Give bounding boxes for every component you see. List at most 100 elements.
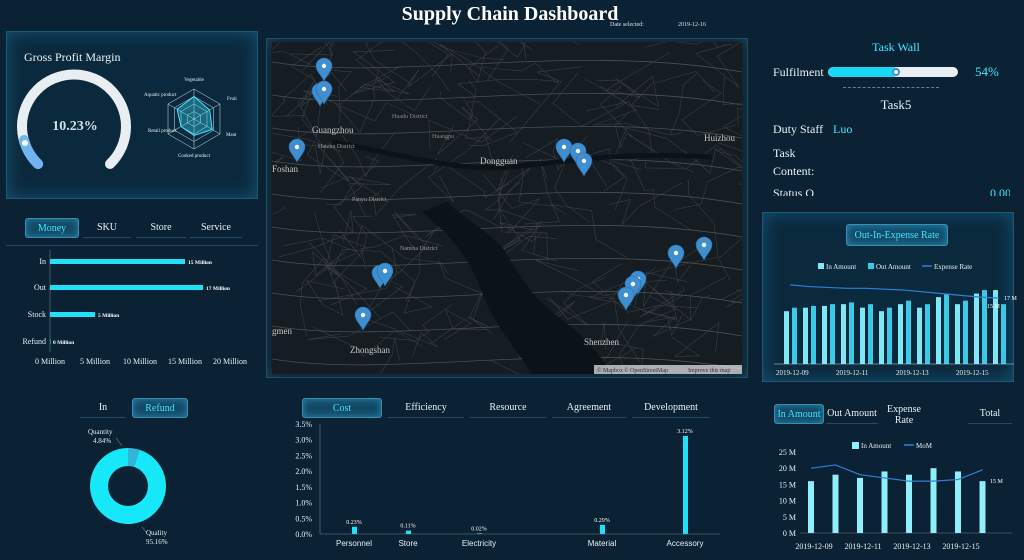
tab-cost[interactable]: Cost: [302, 398, 382, 418]
legend-out-swatch: [868, 263, 874, 269]
gauge-track: [17, 69, 131, 169]
map-canvas[interactable]: Guangzhou Haizhu District Huadu District…: [272, 42, 742, 374]
map-pin-icon[interactable]: [315, 57, 333, 82]
cost-y-tick: 0.5%: [295, 514, 312, 523]
expense-out-bar: [963, 300, 968, 364]
tab-resource[interactable]: Resource: [470, 398, 546, 418]
cost-category-label: Store: [398, 539, 418, 548]
tab-service[interactable]: Service: [190, 218, 242, 238]
expense-in-bar: [879, 311, 884, 364]
amount-bar: [832, 474, 839, 533]
tab-refund[interactable]: Refund: [132, 398, 188, 418]
pearl-river-estuary: [422, 202, 612, 374]
money-x-tick: 10 Million: [123, 357, 157, 366]
tab-efficiency[interactable]: Efficiency: [388, 398, 464, 418]
map-pin-icon[interactable]: [288, 138, 306, 163]
expense-out-bar: [830, 304, 835, 364]
fulfilment-fill: [828, 67, 899, 77]
tab-money[interactable]: Money: [25, 218, 79, 238]
radar-label-meat: Meat: [226, 133, 237, 138]
cost-y-tick: 3.5%: [295, 420, 312, 429]
cost-bar-chart: 0.0% 0.5% 1.0% 1.5% 2.0% 2.5% 3.0% 3.5% 0.23% Per…: [295, 420, 720, 548]
legend-in-swatch: [818, 263, 824, 269]
map-label-nansha: Nansha District: [400, 246, 438, 252]
map-pin-icon[interactable]: [354, 306, 372, 331]
amount-y-tick: 15 M: [779, 480, 796, 489]
tab-in[interactable]: In: [80, 398, 126, 418]
money-category-label: Stock: [28, 310, 46, 319]
legend-in-amount-label: In Amount: [861, 442, 891, 450]
expense-end-label: 17 M: [1004, 296, 1018, 302]
tab-sku[interactable]: SKU: [83, 218, 131, 238]
cost-bar-label: 0.02%: [471, 526, 487, 532]
map-pin-icon[interactable]: [376, 262, 394, 287]
cost-bar: [683, 435, 688, 534]
money-x-tick: 20 Million: [213, 357, 247, 366]
gross-profit-title: Gross Profit Margin: [24, 50, 121, 64]
task-status-value: 0.00: [990, 186, 1010, 196]
tab-in-amount[interactable]: In Amount: [774, 404, 824, 424]
tab-total[interactable]: Total: [968, 404, 1012, 424]
map-pin-icon[interactable]: [695, 236, 713, 261]
date-selected-value: 2019-12-16: [678, 22, 706, 28]
map-pin-icon[interactable]: [315, 80, 333, 105]
map-label-jiangmen: gmen: [272, 326, 292, 336]
task-status-label: Status Q: [773, 186, 815, 196]
radar-label-vegetable: Vegetable: [184, 78, 204, 83]
expense-out-bar: [906, 300, 911, 364]
map-label-foshan: Foshan: [272, 164, 299, 174]
task-wall-title: Task Wall: [872, 40, 920, 54]
cost-y-tick: 1.5%: [295, 483, 312, 492]
in-amount-chart: In Amount MoM 0 M 5 M 10 M 15 M 20 M 25 M 2019…: [779, 442, 1012, 551]
expense-mid-label: 15 M: [987, 304, 1001, 310]
map-attribution-improve[interactable]: Improve this map: [688, 368, 730, 374]
amount-y-tick: 10 M: [779, 497, 796, 506]
map-attribution-osm[interactable]: © OpenStreetMap: [624, 367, 668, 374]
cost-bar-label: 0.23%: [346, 520, 362, 526]
cost-bar: [406, 530, 411, 534]
radar-label-aquatic: Aquatic product: [144, 93, 177, 98]
tab-development[interactable]: Development: [632, 398, 710, 418]
amount-bar: [906, 474, 912, 533]
tab-out-in-expense[interactable]: Out-In-Expense Rate: [846, 224, 948, 246]
expense-in-bar: [803, 307, 808, 364]
cost-y-tick: 0.0%: [295, 530, 312, 539]
tab-agreement[interactable]: Agreement: [552, 398, 626, 418]
expense-x-label-3: 2019-12-15: [956, 369, 989, 377]
legend-mom-label: MoM: [916, 442, 933, 450]
map-pin-icon[interactable]: [575, 152, 593, 177]
task-content-label-2: Content:: [773, 164, 815, 178]
map-pin-icon[interactable]: [555, 138, 573, 163]
tab-store[interactable]: Store: [136, 218, 186, 238]
map-pin-icon[interactable]: [667, 244, 685, 269]
task-divider: [843, 87, 939, 88]
expense-out-bar: [868, 304, 873, 364]
expense-in-bar: [917, 307, 922, 364]
map-label-shenzhen: Shenzhen: [584, 337, 619, 347]
amount-end-label: 15 M: [990, 479, 1004, 485]
amount-bar: [881, 471, 888, 533]
expense-in-bar: [841, 304, 846, 364]
cost-bar-label: 3.12%: [677, 429, 693, 435]
map-attribution-mapbox[interactable]: © Mapbox: [597, 367, 623, 374]
expense-out-bar: [887, 307, 892, 364]
cost-category-label: Accessory: [667, 539, 704, 548]
money-bar-label: 17 Million: [206, 286, 230, 292]
money-bar-label: 15 Million: [188, 260, 212, 266]
cost-y-tick: 2.0%: [295, 467, 312, 476]
tab-out-amount[interactable]: Out Amount: [826, 404, 878, 424]
amount-y-tick: 5 M: [783, 513, 796, 522]
money-bar-label: 5 Million: [98, 313, 119, 319]
category-radar: Vegetable Fruit Meat Cooked product Reta…: [144, 78, 237, 159]
map-pin-icon[interactable]: [617, 286, 635, 311]
fulfilment-label: Fulfilment: [773, 65, 824, 79]
fulfilment-knob[interactable]: [892, 68, 901, 76]
money-x-tick: 0 Million: [35, 357, 65, 366]
amount-x-tick: 2019-12-13: [893, 542, 930, 551]
expense-out-bar: [944, 293, 949, 364]
tab-expense-rate[interactable]: Expense Rate: [880, 402, 928, 428]
expense-out-bar: [849, 302, 854, 364]
amount-x-tick: 2019-12-15: [942, 542, 979, 551]
donut-value-quality: 95.16%: [146, 538, 168, 546]
amount-y-tick: 20 M: [779, 464, 796, 473]
